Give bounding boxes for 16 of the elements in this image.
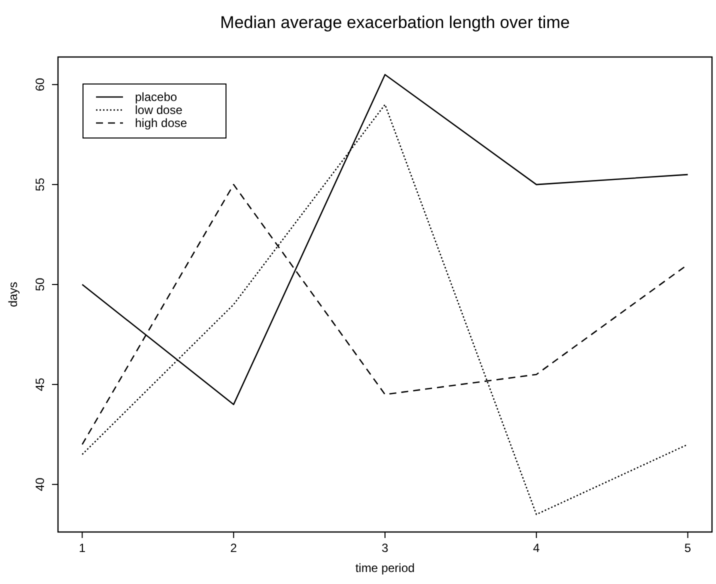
chart-title: Median average exacerbation length over time: [220, 13, 570, 32]
y-tick-label: 55: [33, 178, 47, 192]
legend-label: low dose: [135, 103, 183, 117]
x-tick-label: 1: [78, 540, 86, 555]
legend-label: high dose: [135, 116, 188, 130]
x-axis-title: time period: [355, 561, 415, 575]
legend-label: placebo: [135, 90, 178, 104]
y-tick-label: 40: [33, 477, 47, 492]
x-tick-label: 3: [382, 540, 389, 555]
y-tick-label: 45: [33, 377, 47, 392]
x-tick-label: 5: [684, 540, 692, 555]
y-tick-label: 60: [33, 78, 47, 92]
y-tick-label: 50: [33, 278, 47, 292]
x-tick-label: 4: [533, 540, 540, 555]
y-axis-title: days: [6, 282, 20, 308]
x-tick-label: 2: [230, 540, 238, 555]
